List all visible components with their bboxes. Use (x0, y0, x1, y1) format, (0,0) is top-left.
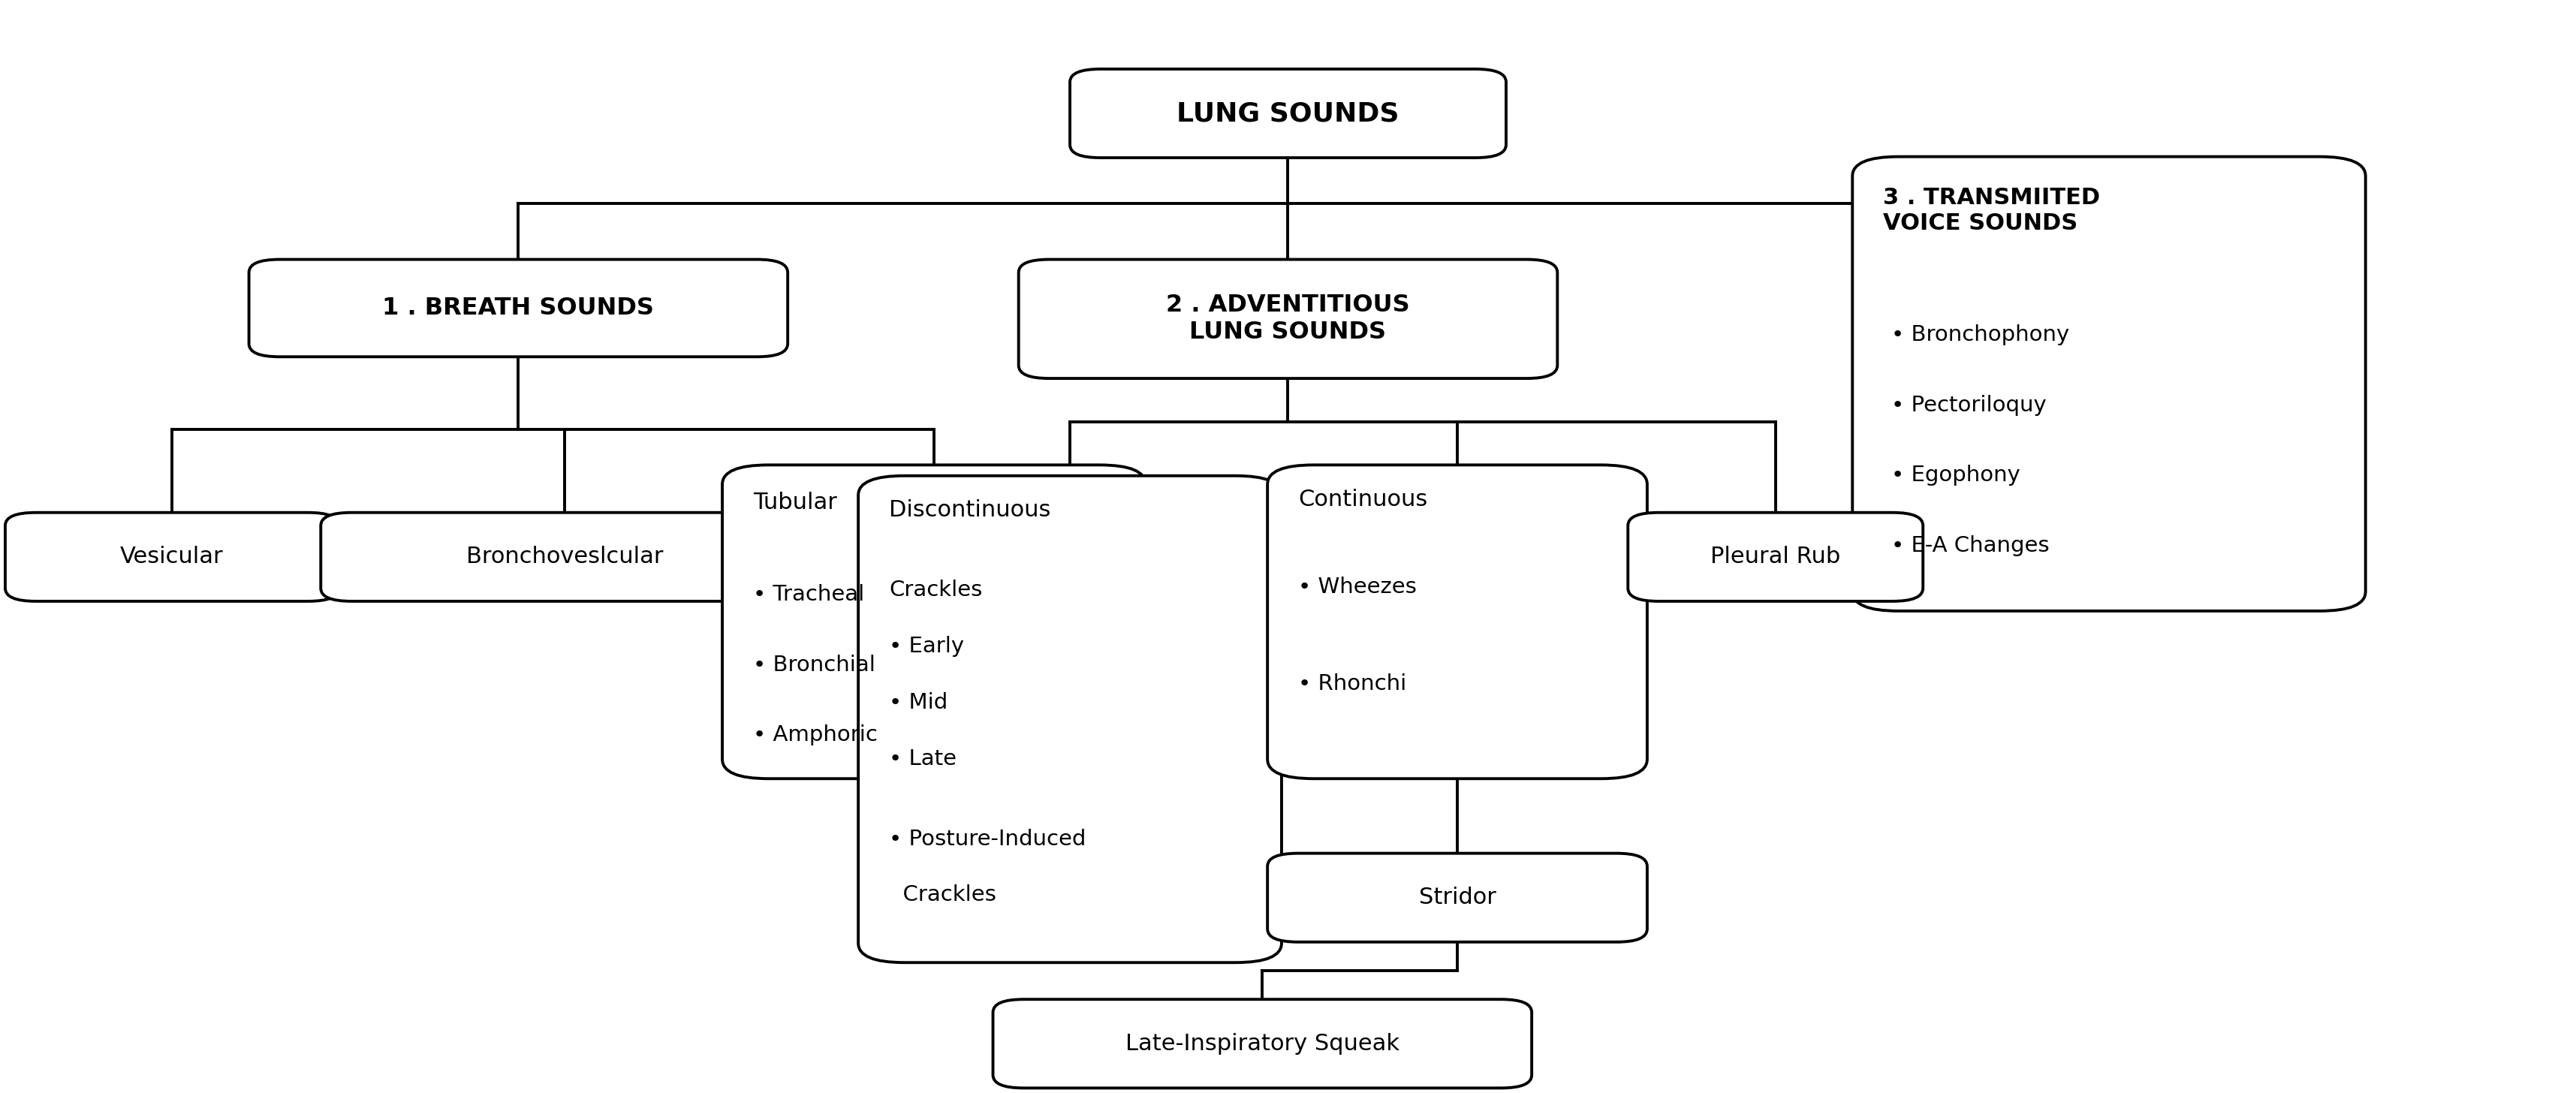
Text: • E-A Changes: • E-A Changes (1891, 536, 2048, 556)
FancyBboxPatch shape (1018, 259, 1558, 378)
Text: Vesicular: Vesicular (121, 546, 224, 567)
Text: Tubular: Tubular (752, 492, 837, 514)
Text: • Rhonchi: • Rhonchi (1298, 673, 1406, 695)
Text: • Late: • Late (889, 749, 956, 769)
FancyBboxPatch shape (1267, 465, 1646, 778)
Text: • Bronchophony: • Bronchophony (1891, 325, 2069, 345)
FancyBboxPatch shape (5, 513, 337, 601)
Text: 3 . TRANSMIITED
VOICE SOUNDS: 3 . TRANSMIITED VOICE SOUNDS (1883, 187, 2099, 234)
FancyBboxPatch shape (322, 513, 809, 601)
Text: • Mid: • Mid (889, 692, 948, 713)
Text: • Posture-Induced: • Posture-Induced (889, 828, 1087, 849)
Text: Bronchoveslcular: Bronchoveslcular (466, 546, 662, 567)
FancyBboxPatch shape (1852, 156, 2365, 611)
Text: Continuous: Continuous (1298, 489, 1427, 510)
Text: Crackles: Crackles (889, 579, 981, 601)
Text: • Pectoriloquy: • Pectoriloquy (1891, 395, 2045, 415)
Text: Pleural Rub: Pleural Rub (1710, 546, 1839, 567)
FancyBboxPatch shape (858, 475, 1283, 963)
Text: 2 . ADVENTITIOUS
LUNG SOUNDS: 2 . ADVENTITIOUS LUNG SOUNDS (1167, 294, 1409, 344)
Text: • Bronchial: • Bronchial (752, 655, 876, 675)
Text: • Early: • Early (889, 636, 963, 657)
Text: 1 . BREATH SOUNDS: 1 . BREATH SOUNDS (381, 296, 654, 320)
Text: LUNG SOUNDS: LUNG SOUNDS (1177, 101, 1399, 126)
FancyBboxPatch shape (721, 465, 1146, 778)
Text: • Amphoric: • Amphoric (752, 725, 878, 745)
FancyBboxPatch shape (1628, 513, 1922, 601)
Text: Stridor: Stridor (1419, 886, 1497, 908)
Text: • Egophony: • Egophony (1891, 465, 2020, 486)
FancyBboxPatch shape (1069, 69, 1507, 157)
FancyBboxPatch shape (250, 259, 788, 356)
Text: • Wheezes: • Wheezes (1298, 576, 1417, 598)
Text: Crackles: Crackles (889, 884, 997, 906)
Text: Discontinuous: Discontinuous (889, 500, 1051, 521)
Text: • Tracheal: • Tracheal (752, 584, 866, 604)
FancyBboxPatch shape (992, 999, 1533, 1088)
FancyBboxPatch shape (1267, 854, 1646, 942)
Text: Late-Inspiratory Squeak: Late-Inspiratory Squeak (1126, 1033, 1399, 1055)
